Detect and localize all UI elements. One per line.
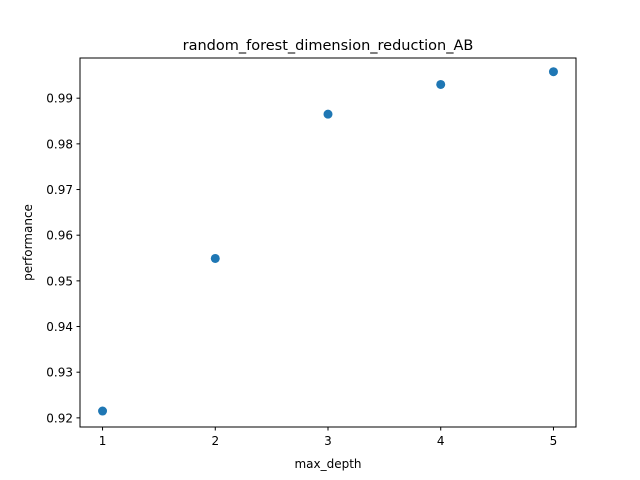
data-point — [436, 79, 446, 89]
data-point — [98, 406, 108, 416]
chart-title: random_forest_dimension_reduction_AB — [183, 38, 474, 54]
x-tick-label: 2 — [211, 434, 219, 448]
x-tick-label: 3 — [324, 434, 332, 448]
data-point — [323, 109, 333, 119]
y-tick-label: 0.95 — [46, 274, 73, 288]
y-tick-label: 0.93 — [46, 366, 73, 380]
y-tick-label: 0.92 — [46, 411, 73, 425]
plot-area — [98, 67, 558, 416]
x-axis-label: max_depth — [294, 457, 361, 471]
y-axis-label: performance — [21, 204, 35, 281]
x-tick-label: 5 — [550, 434, 558, 448]
y-tick-label: 0.94 — [46, 320, 73, 334]
y-tick-label: 0.97 — [46, 183, 73, 197]
y-tick-label: 0.98 — [46, 137, 73, 151]
y-tick-label: 0.99 — [46, 92, 73, 106]
data-point — [210, 253, 220, 263]
x-tick-label: 4 — [437, 434, 445, 448]
x-tick-label: 1 — [99, 434, 107, 448]
data-point — [548, 67, 558, 77]
y-tick-label: 0.96 — [46, 229, 73, 243]
